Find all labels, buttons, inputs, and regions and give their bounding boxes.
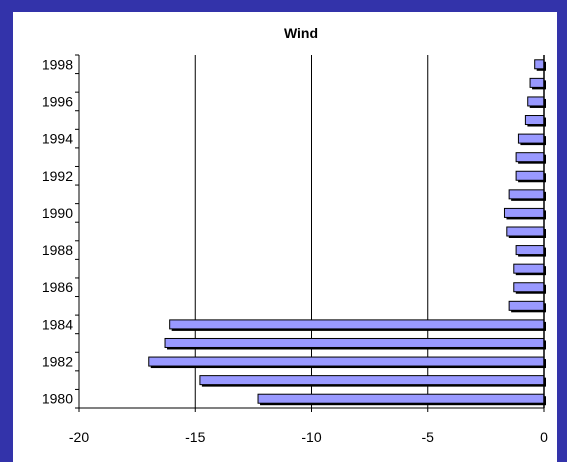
bar <box>164 337 545 348</box>
bar <box>517 133 545 144</box>
bar <box>524 115 545 126</box>
y-tick-label: 1994 <box>42 131 73 147</box>
bar <box>169 319 545 330</box>
y-tick-label: 1982 <box>42 354 73 370</box>
bar <box>257 393 545 404</box>
bar <box>513 263 545 274</box>
bar <box>515 245 545 256</box>
bar <box>503 207 545 218</box>
y-tick-label: 1984 <box>42 316 73 332</box>
x-tick-label: -10 <box>301 429 321 445</box>
x-tick-labels: -20 -15 -10 -5 0 <box>69 429 548 445</box>
y-tick-label: 1998 <box>42 56 73 72</box>
y-tick-label: 1996 <box>42 93 73 109</box>
bar <box>148 356 545 367</box>
bar <box>513 282 545 293</box>
bars <box>148 59 547 406</box>
x-tick-label: -20 <box>69 429 89 445</box>
bar <box>199 375 545 386</box>
chart-title: Wind <box>284 25 318 41</box>
y-tick-label: 1986 <box>42 279 73 295</box>
y-tick-label: 1990 <box>42 205 73 221</box>
x-tick-label: -15 <box>185 429 205 445</box>
x-tick-label: 0 <box>540 429 548 445</box>
bar <box>506 226 545 237</box>
chart-frame: Wind 1980 1982 1984 1986 1988 1990 1992 1994 199… <box>13 12 557 462</box>
bar <box>534 59 545 70</box>
axes <box>75 54 545 412</box>
bar <box>515 170 545 181</box>
y-tick-label: 1980 <box>42 391 73 407</box>
bar-chart: Wind 1980 1982 1984 1986 1988 1990 1992 1994 199… <box>42 25 548 445</box>
bar <box>508 300 545 311</box>
y-tick-label: 1992 <box>42 168 73 184</box>
grid-lines <box>194 55 429 408</box>
bar <box>529 77 545 88</box>
bar <box>515 152 545 163</box>
bar <box>508 189 545 200</box>
y-tick-labels: 1980 1982 1984 1986 1988 1990 1992 1994 1996 1998 <box>42 56 73 406</box>
bar <box>527 96 545 107</box>
y-tick-label: 1988 <box>42 242 73 258</box>
x-tick-label: -5 <box>422 429 435 445</box>
